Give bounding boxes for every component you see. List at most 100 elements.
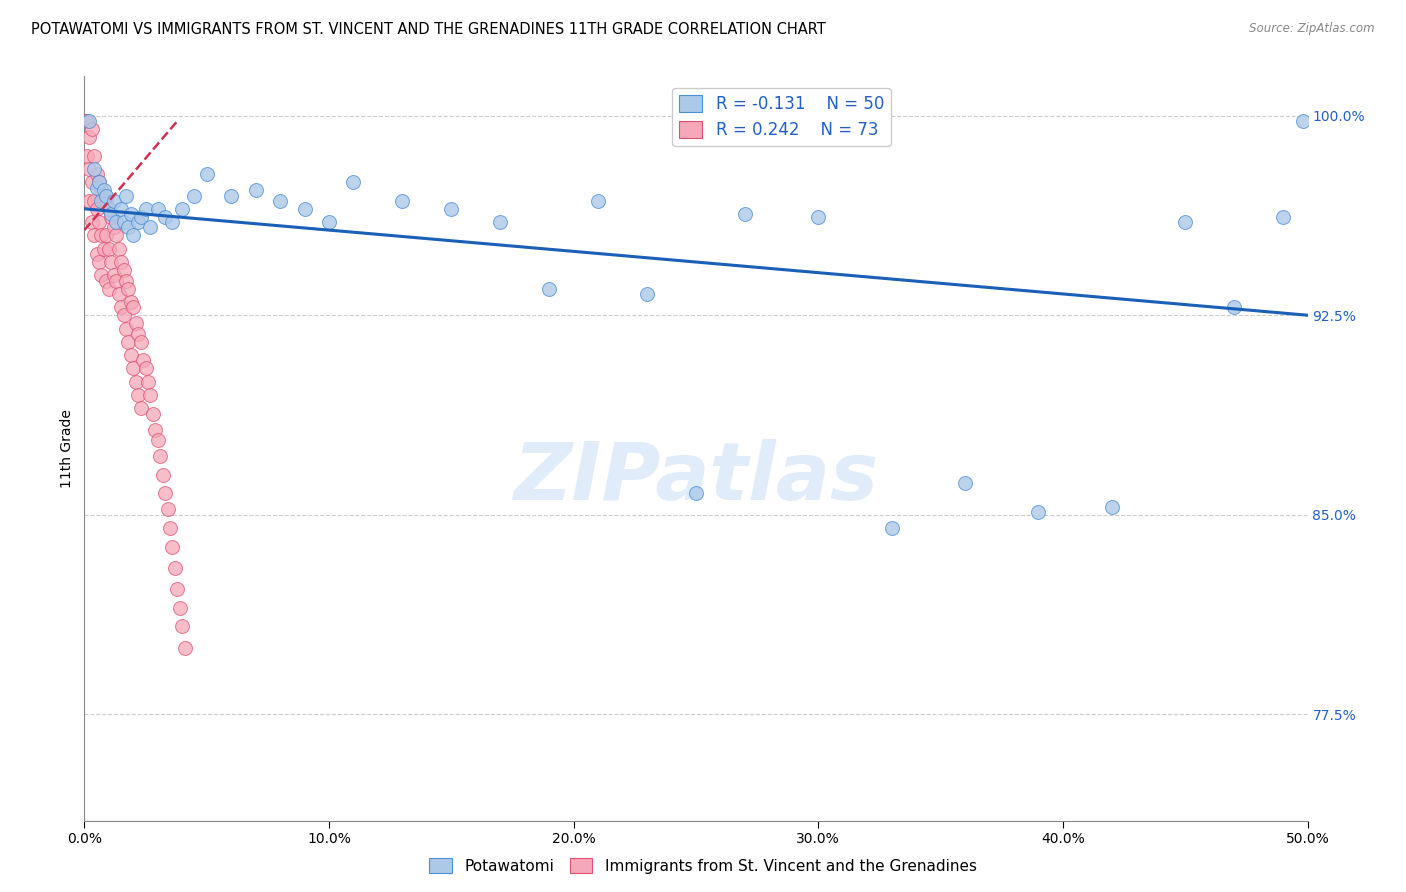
Point — [83, 161, 105, 176]
Point — [143, 423, 166, 437]
Point — [90, 183, 112, 197]
Point — [489, 215, 512, 229]
Point — [169, 600, 191, 615]
Point — [153, 210, 176, 224]
Point — [90, 268, 112, 283]
Point — [245, 183, 267, 197]
Point — [96, 274, 118, 288]
Point — [96, 228, 118, 243]
Point — [538, 282, 561, 296]
Point — [93, 183, 115, 197]
Point — [172, 619, 194, 633]
Point — [129, 334, 152, 349]
Point — [125, 375, 148, 389]
Point — [122, 228, 145, 243]
Point — [173, 640, 195, 655]
Point — [103, 194, 125, 208]
Point — [162, 540, 184, 554]
Point — [76, 148, 98, 162]
Point — [107, 287, 129, 301]
Text: ZIPatlas: ZIPatlas — [513, 439, 879, 517]
Point — [135, 361, 157, 376]
Point — [685, 486, 707, 500]
Point — [136, 375, 159, 389]
Point — [105, 215, 128, 229]
Point — [112, 215, 135, 229]
Point — [1223, 300, 1246, 314]
Point — [76, 114, 98, 128]
Point — [110, 300, 132, 314]
Point — [83, 148, 105, 162]
Point — [115, 188, 138, 202]
Point — [87, 215, 110, 229]
Point — [440, 202, 463, 216]
Point — [83, 194, 105, 208]
Point — [97, 202, 120, 216]
Point — [77, 114, 100, 128]
Point — [117, 334, 139, 349]
Point — [586, 194, 609, 208]
Point — [77, 194, 100, 208]
Point — [195, 167, 218, 181]
Point — [117, 282, 139, 296]
Point — [96, 188, 118, 202]
Point — [127, 326, 149, 341]
Point — [294, 202, 316, 216]
Point — [77, 161, 100, 176]
Point — [127, 388, 149, 402]
Point — [87, 255, 110, 269]
Point — [159, 521, 181, 535]
Point — [100, 207, 122, 221]
Point — [132, 353, 155, 368]
Point — [953, 475, 976, 490]
Point — [103, 220, 125, 235]
Point — [112, 308, 135, 322]
Point — [120, 207, 142, 221]
Point — [142, 407, 165, 421]
Point — [139, 220, 162, 235]
Point — [219, 188, 242, 202]
Point — [318, 215, 340, 229]
Point — [880, 521, 903, 535]
Point — [146, 434, 169, 448]
Point — [105, 228, 128, 243]
Point — [807, 210, 830, 224]
Point — [105, 274, 128, 288]
Point — [120, 348, 142, 362]
Point — [83, 228, 105, 243]
Point — [269, 194, 291, 208]
Point — [166, 582, 188, 597]
Point — [90, 228, 112, 243]
Point — [163, 561, 186, 575]
Point — [152, 467, 174, 482]
Point — [122, 300, 145, 314]
Point — [122, 361, 145, 376]
Point — [1292, 114, 1315, 128]
Point — [100, 210, 122, 224]
Point — [90, 194, 112, 208]
Point — [80, 215, 103, 229]
Point — [1272, 210, 1295, 224]
Point — [87, 175, 110, 189]
Legend: R = -0.131    N = 50, R = 0.242    N = 73: R = -0.131 N = 50, R = 0.242 N = 73 — [672, 88, 891, 146]
Legend: Potawatomi, Immigrants from St. Vincent and the Grenadines: Potawatomi, Immigrants from St. Vincent … — [423, 852, 983, 880]
Point — [129, 401, 152, 416]
Point — [86, 180, 108, 194]
Point — [146, 202, 169, 216]
Point — [135, 202, 157, 216]
Point — [115, 321, 138, 335]
Point — [110, 255, 132, 269]
Point — [127, 215, 149, 229]
Point — [636, 287, 658, 301]
Point — [80, 122, 103, 136]
Point — [77, 130, 100, 145]
Point — [97, 242, 120, 256]
Point — [183, 188, 205, 202]
Point — [112, 263, 135, 277]
Point — [87, 175, 110, 189]
Point — [86, 202, 108, 216]
Point — [80, 175, 103, 189]
Point — [110, 202, 132, 216]
Point — [139, 388, 162, 402]
Point — [1028, 505, 1050, 519]
